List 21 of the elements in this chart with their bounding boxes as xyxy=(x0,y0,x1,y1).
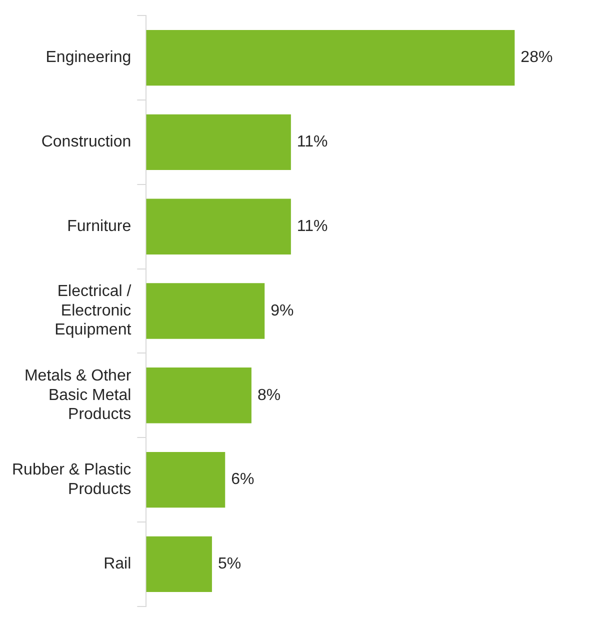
y-tick-label: Engineering xyxy=(46,49,132,66)
y-tick-label: Rail xyxy=(104,556,132,573)
bar xyxy=(146,283,265,339)
data-label: 11% xyxy=(296,218,328,236)
bar xyxy=(146,198,291,254)
data-label: 8% xyxy=(257,386,281,404)
y-tick-label: Furniture xyxy=(67,218,132,236)
data-label: 6% xyxy=(231,471,254,488)
bar xyxy=(146,368,252,424)
data-label: 28% xyxy=(520,49,553,66)
data-label: 9% xyxy=(270,302,294,320)
bar xyxy=(146,30,515,86)
bar xyxy=(146,452,226,508)
bar xyxy=(146,536,212,592)
data-label: 11% xyxy=(296,134,328,151)
y-tick-label: Rubber & Plastic Products xyxy=(12,462,132,498)
bar xyxy=(146,114,291,170)
data-label: 5% xyxy=(218,556,242,573)
y-tick-label: Construction xyxy=(41,134,132,151)
y-tick-label: Metals & Other Basic Metal Products xyxy=(24,368,132,424)
y-tick-label: Electrical / Electronic Equipment xyxy=(54,283,132,339)
